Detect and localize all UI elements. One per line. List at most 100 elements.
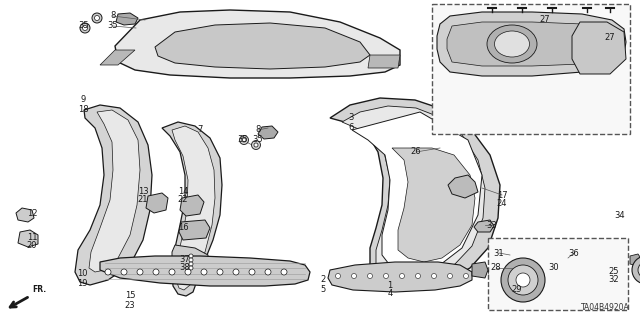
Circle shape [95, 16, 99, 20]
Circle shape [153, 269, 159, 275]
Circle shape [447, 273, 452, 278]
Circle shape [137, 269, 143, 275]
Circle shape [252, 140, 260, 150]
Text: 10: 10 [77, 270, 87, 278]
Circle shape [335, 273, 340, 278]
Polygon shape [75, 105, 152, 285]
Ellipse shape [508, 265, 538, 295]
Circle shape [189, 258, 193, 262]
Text: 17: 17 [497, 190, 508, 199]
Ellipse shape [501, 258, 545, 302]
Polygon shape [89, 110, 140, 272]
Polygon shape [179, 220, 210, 240]
Text: 9: 9 [81, 95, 86, 105]
Text: 35: 35 [79, 21, 90, 31]
Text: 13: 13 [138, 188, 148, 197]
Text: 1: 1 [387, 280, 392, 290]
Circle shape [281, 269, 287, 275]
Text: 2: 2 [321, 276, 326, 285]
Polygon shape [330, 98, 500, 288]
Polygon shape [172, 245, 208, 272]
Polygon shape [146, 193, 168, 213]
Text: 22: 22 [178, 196, 188, 204]
Polygon shape [630, 254, 640, 266]
Ellipse shape [516, 273, 530, 287]
Polygon shape [472, 262, 488, 278]
Text: 14: 14 [178, 188, 188, 197]
Text: 4: 4 [387, 290, 392, 299]
Circle shape [383, 273, 388, 278]
Circle shape [80, 23, 90, 33]
Bar [488, 238, 628, 310]
Circle shape [105, 269, 111, 275]
Circle shape [351, 273, 356, 278]
Text: 36: 36 [568, 249, 579, 257]
Ellipse shape [638, 262, 640, 278]
Text: 5: 5 [321, 285, 326, 293]
Text: 27: 27 [605, 33, 615, 42]
Text: 7: 7 [197, 125, 203, 135]
Text: 37: 37 [180, 255, 190, 263]
Text: 32: 32 [609, 276, 620, 285]
Text: 35: 35 [237, 136, 248, 145]
Polygon shape [100, 50, 135, 65]
Circle shape [239, 136, 248, 145]
Circle shape [463, 273, 468, 278]
Circle shape [233, 269, 239, 275]
Polygon shape [447, 22, 612, 66]
Polygon shape [162, 122, 222, 296]
Circle shape [242, 138, 246, 142]
Text: 21: 21 [138, 196, 148, 204]
Polygon shape [572, 22, 626, 74]
Polygon shape [16, 208, 34, 222]
Text: 18: 18 [77, 105, 88, 114]
Circle shape [92, 13, 102, 23]
Text: 8: 8 [110, 11, 116, 20]
Text: 19: 19 [77, 278, 87, 287]
Text: 26: 26 [411, 147, 421, 157]
Text: 6: 6 [348, 122, 354, 131]
Text: 35: 35 [253, 136, 263, 145]
Text: 27: 27 [540, 16, 550, 25]
Circle shape [201, 269, 207, 275]
Text: 8: 8 [255, 125, 260, 135]
Polygon shape [448, 175, 478, 198]
Circle shape [367, 273, 372, 278]
Polygon shape [352, 112, 482, 272]
Text: 16: 16 [178, 224, 188, 233]
Circle shape [415, 273, 420, 278]
Polygon shape [172, 126, 215, 290]
Text: 3: 3 [348, 114, 354, 122]
Text: 25: 25 [609, 266, 620, 276]
Circle shape [249, 269, 255, 275]
Polygon shape [342, 106, 485, 280]
Circle shape [431, 273, 436, 278]
Circle shape [217, 269, 223, 275]
Polygon shape [328, 262, 472, 292]
Text: 31: 31 [493, 249, 504, 257]
Text: 11: 11 [27, 233, 37, 241]
Polygon shape [180, 195, 204, 216]
Circle shape [265, 269, 271, 275]
Text: 24: 24 [497, 199, 508, 209]
Polygon shape [115, 10, 400, 78]
Circle shape [189, 266, 193, 270]
Circle shape [254, 143, 258, 147]
Circle shape [189, 254, 193, 258]
Text: 15: 15 [125, 292, 135, 300]
Text: 35: 35 [108, 21, 118, 31]
Text: 23: 23 [125, 300, 135, 309]
Text: FR.: FR. [32, 285, 46, 294]
Ellipse shape [495, 31, 529, 57]
Circle shape [185, 269, 191, 275]
Text: 12: 12 [27, 209, 37, 218]
Polygon shape [100, 256, 310, 286]
Polygon shape [258, 126, 278, 139]
Circle shape [189, 262, 193, 266]
Polygon shape [474, 220, 494, 232]
Polygon shape [392, 148, 475, 262]
Text: 28: 28 [491, 263, 501, 272]
Text: TA04B4920A: TA04B4920A [581, 303, 630, 312]
Polygon shape [155, 23, 370, 69]
Text: 29: 29 [512, 285, 522, 293]
